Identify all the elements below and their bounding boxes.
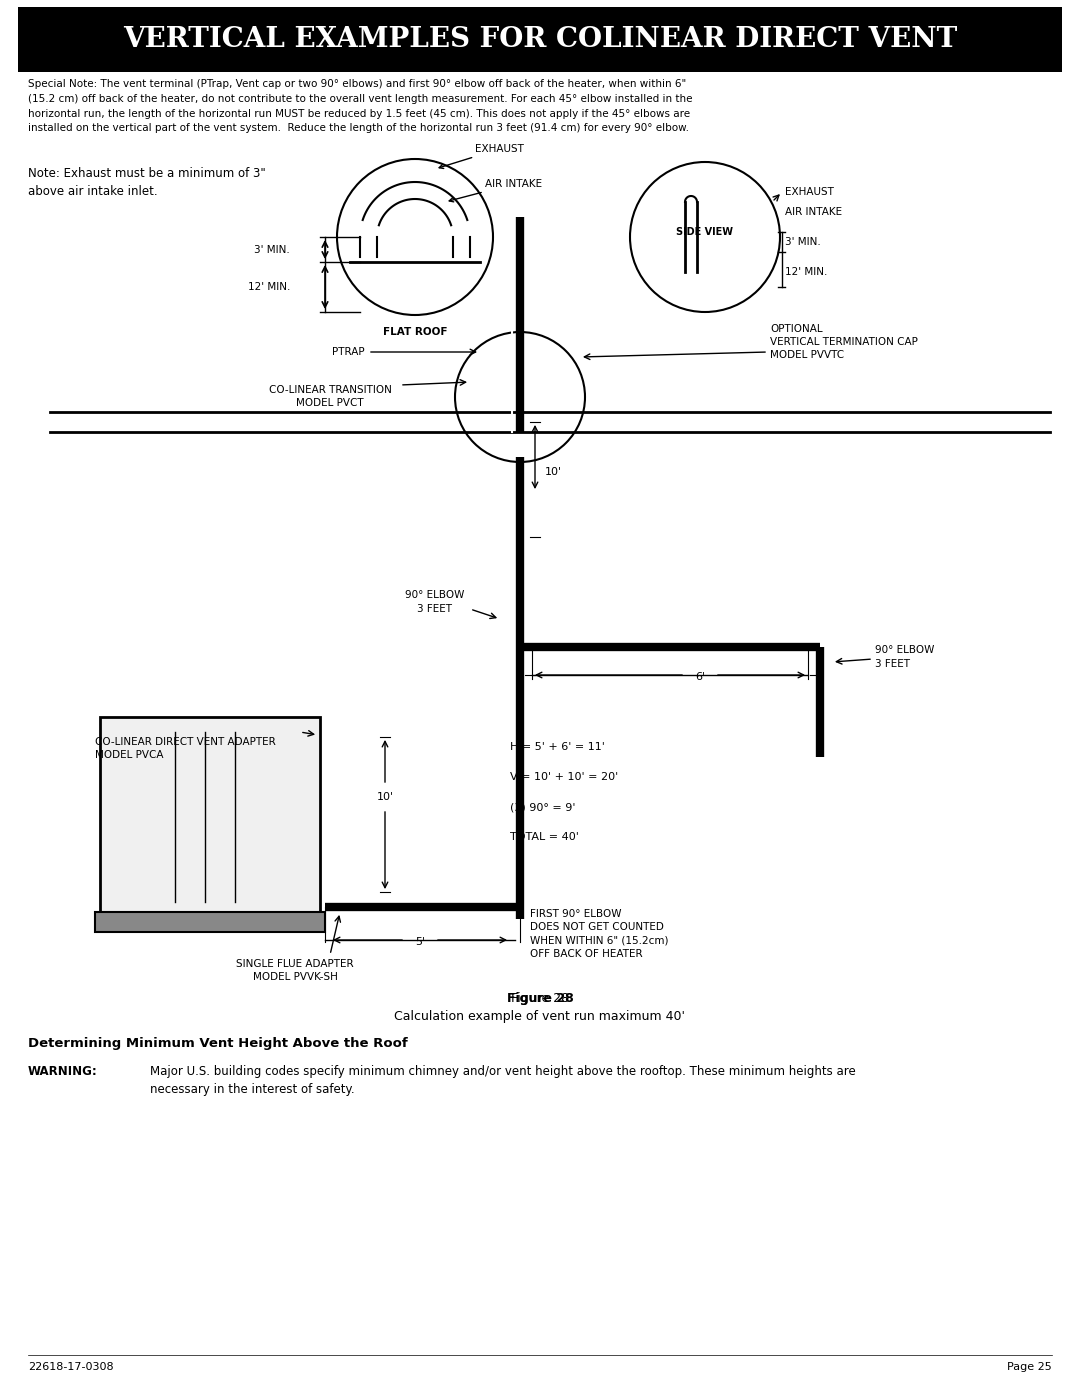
Bar <box>100 717 320 916</box>
Text: 10': 10' <box>377 792 393 802</box>
Bar <box>95 912 325 932</box>
Text: 12' MIN.: 12' MIN. <box>247 282 291 292</box>
Text: WARNING:: WARNING: <box>28 1065 98 1078</box>
Text: Major U.S. building codes specify minimum chimney and/or vent height above the r: Major U.S. building codes specify minimu… <box>150 1065 855 1097</box>
Text: EXHAUST: EXHAUST <box>785 187 834 197</box>
Text: OPTIONAL
VERTICAL TERMINATION CAP
MODEL PVVTC: OPTIONAL VERTICAL TERMINATION CAP MODEL … <box>770 324 918 360</box>
Text: CO-LINEAR TRANSITION
MODEL PVCT: CO-LINEAR TRANSITION MODEL PVCT <box>269 386 391 408</box>
Text: Note: Exhaust must be a minimum of 3"
above air intake inlet.: Note: Exhaust must be a minimum of 3" ab… <box>28 168 266 198</box>
Text: Page 25: Page 25 <box>1008 1362 1052 1372</box>
Text: Determining Minimum Vent Height Above the Roof: Determining Minimum Vent Height Above th… <box>28 1037 408 1051</box>
Text: FIRST 90° ELBOW
DOES NOT GET COUNTED
WHEN WITHIN 6" (15.2cm)
OFF BACK OF HEATER: FIRST 90° ELBOW DOES NOT GET COUNTED WHE… <box>530 909 669 958</box>
Text: PTRAP: PTRAP <box>333 346 365 358</box>
Text: CO-LINEAR DIRECT VENT ADAPTER
MODEL PVCA: CO-LINEAR DIRECT VENT ADAPTER MODEL PVCA <box>95 738 275 760</box>
Text: VERTICAL EXAMPLES FOR COLINEAR DIRECT VENT: VERTICAL EXAMPLES FOR COLINEAR DIRECT VE… <box>123 27 957 53</box>
Text: 90° ELBOW
3 FEET: 90° ELBOW 3 FEET <box>405 591 464 613</box>
Text: SINGLE FLUE ADAPTER
MODEL PVVK-SH: SINGLE FLUE ADAPTER MODEL PVVK-SH <box>237 958 354 982</box>
Text: Figure 28
Calculation example of vent run maximum 40': Figure 28 Calculation example of vent ru… <box>394 992 686 1023</box>
Text: 3' MIN.: 3' MIN. <box>254 244 291 256</box>
Text: Special Note: The vent terminal (PTrap, Vent cap or two 90° elbows) and first 90: Special Note: The vent terminal (PTrap, … <box>28 80 692 133</box>
Text: 12' MIN.: 12' MIN. <box>785 267 827 277</box>
Text: EXHAUST: EXHAUST <box>440 144 524 169</box>
Text: H = 5' + 6' = 11': H = 5' + 6' = 11' <box>510 742 605 752</box>
Text: FLAT ROOF: FLAT ROOF <box>382 327 447 337</box>
Text: 5': 5' <box>415 937 426 947</box>
Text: 3' MIN.: 3' MIN. <box>785 237 821 247</box>
Text: 6': 6' <box>694 672 705 682</box>
Text: SIDE VIEW: SIDE VIEW <box>676 226 733 237</box>
Text: AIR INTAKE: AIR INTAKE <box>785 207 842 217</box>
Text: (3) 90° = 9': (3) 90° = 9' <box>510 802 576 812</box>
Text: TOTAL = 40': TOTAL = 40' <box>510 833 579 842</box>
Text: 10': 10' <box>545 467 562 476</box>
Text: Figure 28: Figure 28 <box>507 992 573 1004</box>
Text: 22618-17-0308: 22618-17-0308 <box>28 1362 113 1372</box>
Bar <box>18 7 1062 73</box>
Text: 90° ELBOW
3 FEET: 90° ELBOW 3 FEET <box>875 645 934 669</box>
Text: V = 10' + 10' = 20': V = 10' + 10' = 20' <box>510 773 618 782</box>
Text: AIR INTAKE: AIR INTAKE <box>449 179 542 201</box>
